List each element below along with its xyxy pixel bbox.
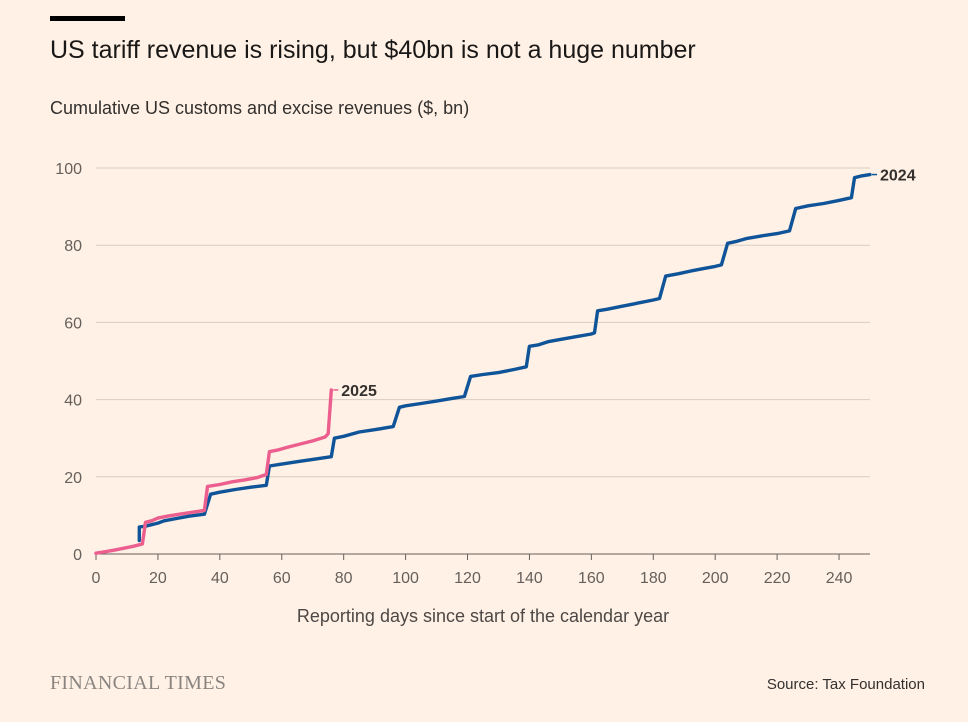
x-tick-label-180: 180 [640,570,667,587]
x-tick-label-0: 0 [92,570,101,587]
chart-subtitle: Cumulative US customs and excise revenue… [50,98,470,118]
brand-accent-bar [50,16,125,21]
y-tick-label-40: 40 [64,393,82,410]
y-tick-label-60: 60 [64,315,82,332]
x-axis-label: Reporting days since start of the calend… [296,606,670,626]
y-tick-label-20: 20 [64,470,82,487]
series-line-2025 [94,388,333,555]
x-tick-label-240: 240 [826,570,853,587]
ft-logo: FINANCIAL TIMES [50,672,227,694]
x-tick-label-200: 200 [702,570,729,587]
series-line-2024 [137,172,872,543]
y-tick-label-0: 0 [73,547,82,564]
series-label-2025: 2025 [341,383,377,400]
y-tick-label-80: 80 [64,238,82,255]
x-tick-label-220: 220 [764,570,791,587]
x-tick-label-160: 160 [578,570,605,587]
x-tick-label-20: 20 [149,570,167,587]
x-tick-label-120: 120 [454,570,481,587]
series-label-2024: 2024 [880,168,916,185]
x-tick-label-140: 140 [516,570,543,587]
y-tick-label-100: 100 [55,161,82,178]
chart-title: US tariff revenue is rising, but $40bn i… [50,36,696,64]
x-tick-label-40: 40 [211,570,229,587]
source-note: Source: Tax Foundation [766,676,925,693]
x-tick-label-80: 80 [335,570,353,587]
x-tick-label-100: 100 [392,570,419,587]
x-tick-label-60: 60 [273,570,291,587]
